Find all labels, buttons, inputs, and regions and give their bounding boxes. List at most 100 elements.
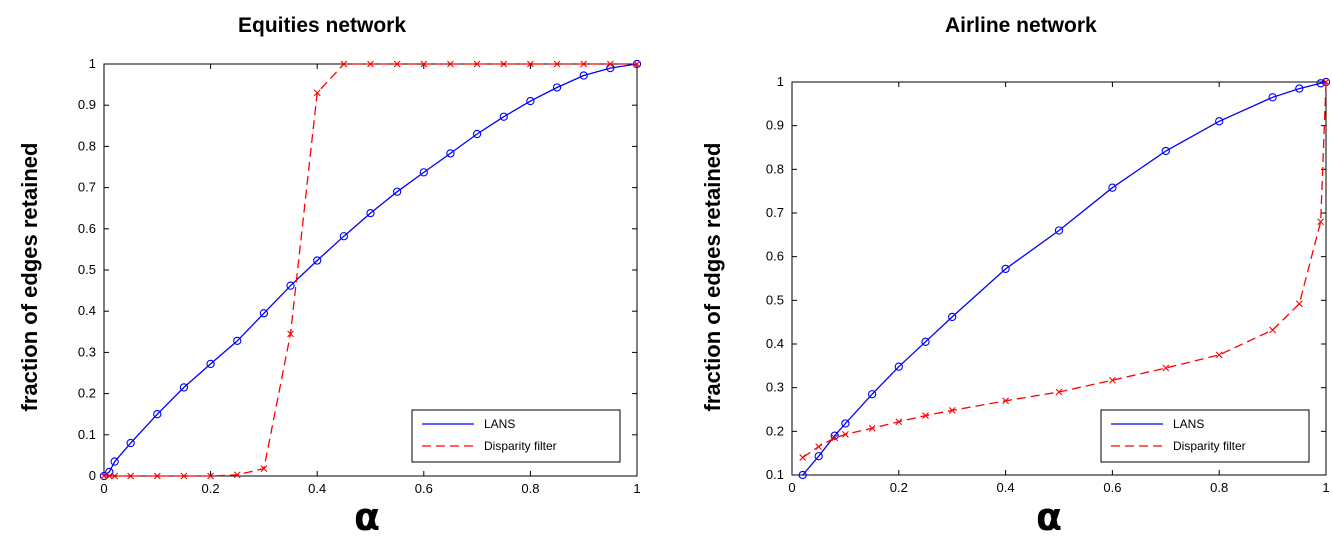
chart-2-xtick-label: 0.2: [890, 480, 908, 495]
chart-1-lans-point: [126, 438, 135, 448]
chart-1-legend-disparity-filter-label: Disparity filter: [484, 439, 557, 453]
chart-1-lans-point: [419, 168, 428, 177]
chart-1-lans-line: [103, 63, 638, 477]
chart-2-xtick-label: 1: [1322, 480, 1329, 495]
chart-2-xtick-label: 0.8: [1210, 480, 1228, 495]
chart-1-xtick-label: 0.2: [202, 481, 220, 496]
chart-2-disparity-filter-point: [1109, 376, 1116, 384]
chart-2-lans-point: [921, 337, 930, 346]
chart-1-ytick-label: 0.5: [78, 262, 96, 277]
chart-1-lans-point: [499, 112, 508, 121]
chart-1-ytick-label: 0.3: [78, 344, 96, 359]
chart-1-disparity-filter-point: [233, 471, 241, 479]
chart-1-disparity-filter-point: [127, 472, 135, 480]
chart-1-ytick-label: 0.2: [78, 386, 96, 401]
chart-2-ytick-label: 0.6: [766, 249, 784, 264]
chart-2-lans-point: [1268, 93, 1277, 102]
chart-2-disparity-filter-point: [1002, 397, 1009, 405]
chart-2-lans-point: [894, 362, 903, 371]
chart-2-disparity-filter-point: [1055, 388, 1063, 396]
chart-1-disparity-filter-point: [180, 472, 188, 480]
chart-2-legend-lans-label: LANS: [1173, 417, 1204, 431]
chart-2-disparity-filter-point: [1295, 300, 1303, 308]
chart-1-disparity-filter-point: [100, 472, 108, 480]
chart-1-disparity-filter-point: [606, 60, 614, 68]
chart-1-lans-point: [552, 83, 562, 92]
chart-1-disparity-filter-point: [447, 60, 454, 68]
chart-2-lans-point: [830, 431, 839, 440]
chart-1-lans-point: [259, 309, 269, 318]
chart-2-disparity-filter-point: [868, 424, 876, 432]
chart-2-disparity-filter-point: [948, 406, 956, 414]
chart-2-title: Airline network: [945, 14, 1097, 37]
chart-1-lans-point: [179, 383, 189, 392]
chart-2-disparity-filter-point: [1162, 364, 1170, 372]
chart-2-disparity-filter-point: [922, 412, 929, 420]
chart-1-legend-lans-label: LANS: [484, 417, 515, 431]
chart-1-disparity-filter-point: [580, 60, 588, 68]
chart-1-ytick-label: 0.7: [78, 180, 96, 195]
chart-1-ytick-label: 0.9: [78, 97, 96, 112]
chart-2-disparity-filter-point: [831, 434, 839, 442]
chart-1-disparity-filter-point: [260, 465, 268, 472]
chart-2-disparity-filter-point: [895, 418, 903, 426]
chart-2-ytick-label: 0.2: [766, 423, 784, 438]
chart-1-disparity-filter-point: [313, 89, 321, 97]
chart-1-xtick-label: 0.6: [415, 481, 433, 496]
chart-1-disparity-filter-point: [207, 472, 214, 480]
chart-1-disparity-filter-point: [105, 472, 113, 480]
chart-1-ytick-label: 0.8: [78, 138, 96, 153]
chart-1-disparity-filter-point: [393, 60, 401, 68]
chart-1-lans-point: [446, 149, 455, 158]
chart-2-disparity-filter-point: [1215, 351, 1223, 359]
chart-1-xtick-label: 0: [100, 481, 107, 496]
chart-1-disparity-filter-point: [153, 472, 161, 480]
chart-1-disparity-filter-point: [500, 60, 508, 68]
chart-2-lans-point: [948, 312, 957, 322]
chart-2-xtick-label: 0: [788, 480, 795, 495]
chart-2-lans-point: [867, 390, 877, 399]
chart-2-ytick-label: 0.3: [766, 380, 784, 395]
chart-2-ytick-label: 0.1: [766, 467, 784, 482]
chart-2-lans-point: [1161, 146, 1170, 156]
chart-1-lans-point: [579, 71, 588, 80]
chart-1-ytick-label: 1: [89, 56, 96, 71]
chart-1-lans-point: [233, 336, 242, 346]
chart-1-ytick-label: 0.4: [78, 303, 96, 318]
chart-2-xtick-label: 0.6: [1103, 480, 1121, 495]
chart-1-lans-point: [286, 281, 295, 290]
chart-2-plot-area: [791, 81, 1327, 476]
chart-1-disparity-filter-point: [633, 60, 641, 68]
chart-2-disparity-filter-point: [1269, 326, 1276, 334]
chart-2-lans-point: [798, 470, 807, 480]
chart-2-disparity-filter-line: [802, 81, 1327, 459]
chart-1-lans-point: [472, 129, 482, 139]
chart-2-xlabel: α: [1036, 495, 1063, 539]
chart-2-ytick-label: 1: [777, 74, 784, 89]
chart-2-ytick-label: 0.9: [766, 118, 784, 133]
chart-1-xtick-label: 1: [633, 481, 640, 496]
chart-2-lans-point: [1295, 84, 1304, 93]
chart-1-disparity-filter-point: [367, 60, 374, 68]
chart-1-disparity-filter-point: [340, 60, 348, 68]
chart-1-disparity-filter-point: [287, 330, 294, 338]
chart-1-disparity-filter-point: [473, 60, 481, 68]
chart-2-lans-point: [814, 452, 823, 461]
chart-2-disparity-filter-point: [1317, 218, 1325, 226]
chart-2-lans-point: [1054, 226, 1064, 235]
chart-2-ytick-label: 0.8: [766, 161, 784, 176]
chart-1-lans-point: [110, 457, 119, 466]
chart-1-xlabel: α: [354, 495, 381, 539]
chart-2-lans-point: [841, 419, 850, 428]
chart-2-lans-point: [1001, 264, 1010, 274]
chart-1-lans-point: [526, 96, 535, 106]
chart-2-legend-disparity-filter-label: Disparity filter: [1173, 439, 1246, 453]
chart-1-ytick-label: 0.6: [78, 221, 96, 236]
chart-2-disparity-filter-point: [1322, 78, 1330, 86]
chart-2-lans-line: [802, 81, 1327, 476]
chart-2-ytick-label: 0.5: [766, 292, 784, 307]
chart-2-disparity-filter-point: [799, 454, 807, 461]
chart-1-xtick-label: 0.8: [521, 481, 539, 496]
chart-1-disparity-filter-point: [111, 472, 119, 480]
